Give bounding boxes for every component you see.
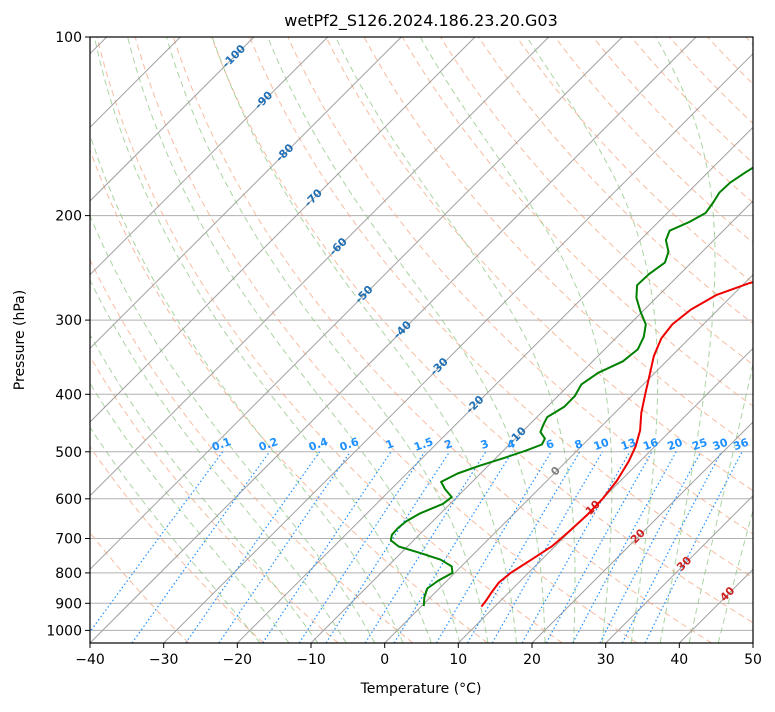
x-axis-label: Temperature (°C)	[360, 681, 482, 697]
y-tick-label: 700	[55, 532, 82, 548]
chart-title: wetPf2_S126.2024.186.23.20.G03	[284, 11, 558, 31]
y-tick-label: 800	[55, 566, 82, 582]
y-tick-label: 300	[55, 313, 82, 329]
y-tick-label: 900	[55, 596, 82, 612]
x-tick-label: 20	[523, 652, 541, 668]
y-tick-label: 200	[55, 209, 82, 225]
y-tick-label: 400	[55, 387, 82, 403]
x-tick-label: 10	[449, 652, 467, 668]
y-tick-label: 600	[55, 492, 82, 508]
x-tick-label: −40	[75, 652, 105, 668]
x-tick-label: −20	[223, 652, 253, 668]
x-tick-label: −10	[296, 652, 326, 668]
y-axis-label: Pressure (hPa)	[12, 290, 28, 390]
y-tick-label: 1000	[46, 623, 82, 639]
y-tick-label: 500	[55, 445, 82, 461]
y-tick-label: 100	[55, 30, 82, 46]
x-tick-label: 40	[670, 652, 688, 668]
x-tick-label: 0	[380, 652, 389, 668]
x-tick-label: 30	[597, 652, 615, 668]
x-tick-label: 50	[744, 652, 762, 668]
x-tick-label: −30	[149, 652, 179, 668]
